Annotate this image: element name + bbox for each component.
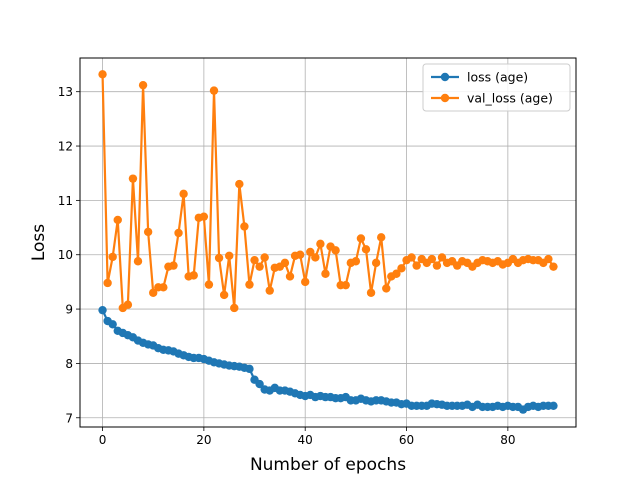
x-axis-label: Number of epochs bbox=[250, 455, 406, 475]
legend-marker bbox=[440, 93, 450, 103]
data-point bbox=[235, 179, 244, 189]
data-point bbox=[174, 228, 183, 238]
data-point bbox=[123, 300, 133, 309]
x-axis-ticks: 0 20 40 60 80 bbox=[99, 427, 515, 447]
data-point bbox=[103, 278, 112, 288]
data-point bbox=[199, 212, 209, 221]
x-tick-label: 0 bbox=[99, 433, 107, 447]
data-point bbox=[113, 215, 122, 225]
legend-item: loss (age) bbox=[431, 70, 528, 85]
legend-item: val_loss (age) bbox=[431, 91, 553, 106]
data-point bbox=[361, 245, 371, 254]
data-point bbox=[214, 253, 224, 263]
data-point bbox=[169, 261, 178, 270]
series-layer bbox=[98, 70, 558, 414]
data-point bbox=[306, 247, 315, 257]
data-point bbox=[133, 257, 143, 266]
data-point bbox=[366, 288, 376, 297]
y-tick-label: 11 bbox=[58, 194, 73, 208]
data-point bbox=[356, 234, 366, 243]
data-point bbox=[351, 257, 361, 266]
x-tick-label: 20 bbox=[196, 433, 211, 447]
data-point bbox=[331, 246, 340, 255]
data-point bbox=[98, 305, 107, 315]
data-point bbox=[371, 258, 381, 268]
legend: loss (age) val_loss (age) bbox=[422, 63, 571, 112]
data-point bbox=[204, 280, 214, 289]
data-point bbox=[376, 233, 386, 242]
data-point bbox=[265, 286, 274, 295]
y-tick-label: 12 bbox=[58, 140, 73, 154]
data-point bbox=[255, 379, 264, 389]
legend-box bbox=[422, 63, 571, 112]
grid-lines bbox=[80, 58, 576, 427]
data-point bbox=[280, 258, 290, 268]
x-tick-label: 40 bbox=[298, 433, 313, 447]
data-point bbox=[255, 262, 264, 271]
data-point bbox=[230, 303, 239, 313]
y-tick-label: 7 bbox=[65, 411, 73, 425]
data-point bbox=[412, 261, 421, 270]
data-point bbox=[245, 280, 254, 289]
plot-frame bbox=[79, 57, 577, 428]
legend-marker bbox=[440, 72, 450, 82]
data-point bbox=[209, 86, 219, 95]
y-tick-label: 9 bbox=[65, 303, 73, 317]
data-point bbox=[432, 261, 442, 270]
data-point bbox=[108, 320, 117, 329]
data-point bbox=[321, 269, 330, 278]
data-point bbox=[108, 252, 117, 262]
data-point bbox=[189, 271, 198, 280]
data-point bbox=[301, 277, 310, 287]
data-point bbox=[143, 227, 153, 237]
x-tick-label: 60 bbox=[399, 433, 414, 447]
y-axis-ticks: 7 8 9 10 11 12 13 bbox=[58, 85, 80, 425]
data-point bbox=[316, 239, 325, 249]
series-loss bbox=[98, 305, 558, 414]
data-point bbox=[549, 262, 558, 271]
data-point bbox=[240, 222, 249, 231]
data-point bbox=[260, 253, 269, 262]
data-point bbox=[149, 288, 158, 297]
y-tick-label: 10 bbox=[58, 248, 73, 262]
data-point bbox=[341, 280, 350, 290]
data-point bbox=[392, 269, 401, 278]
legend-label: loss (age) bbox=[467, 70, 528, 85]
series-val-loss bbox=[98, 70, 558, 313]
data-point bbox=[225, 251, 234, 261]
data-point bbox=[295, 250, 305, 259]
y-tick-label: 8 bbox=[65, 357, 73, 371]
y-tick-label: 13 bbox=[58, 85, 73, 99]
data-point bbox=[549, 401, 558, 411]
data-point bbox=[138, 80, 148, 90]
data-point bbox=[407, 253, 416, 262]
data-point bbox=[245, 364, 254, 374]
data-point bbox=[128, 174, 138, 183]
data-point bbox=[437, 253, 447, 262]
data-point bbox=[219, 290, 229, 300]
data-point bbox=[311, 253, 320, 262]
data-point bbox=[427, 254, 437, 264]
data-point bbox=[285, 272, 295, 281]
data-point bbox=[544, 254, 553, 264]
data-point bbox=[179, 189, 188, 199]
data-point bbox=[98, 70, 107, 79]
data-point bbox=[159, 283, 168, 292]
data-point bbox=[382, 284, 391, 293]
x-tick-label: 80 bbox=[500, 433, 515, 447]
legend-label: val_loss (age) bbox=[467, 91, 553, 106]
data-point bbox=[397, 264, 406, 273]
data-point bbox=[250, 255, 259, 265]
y-axis-label: Loss bbox=[29, 224, 49, 261]
